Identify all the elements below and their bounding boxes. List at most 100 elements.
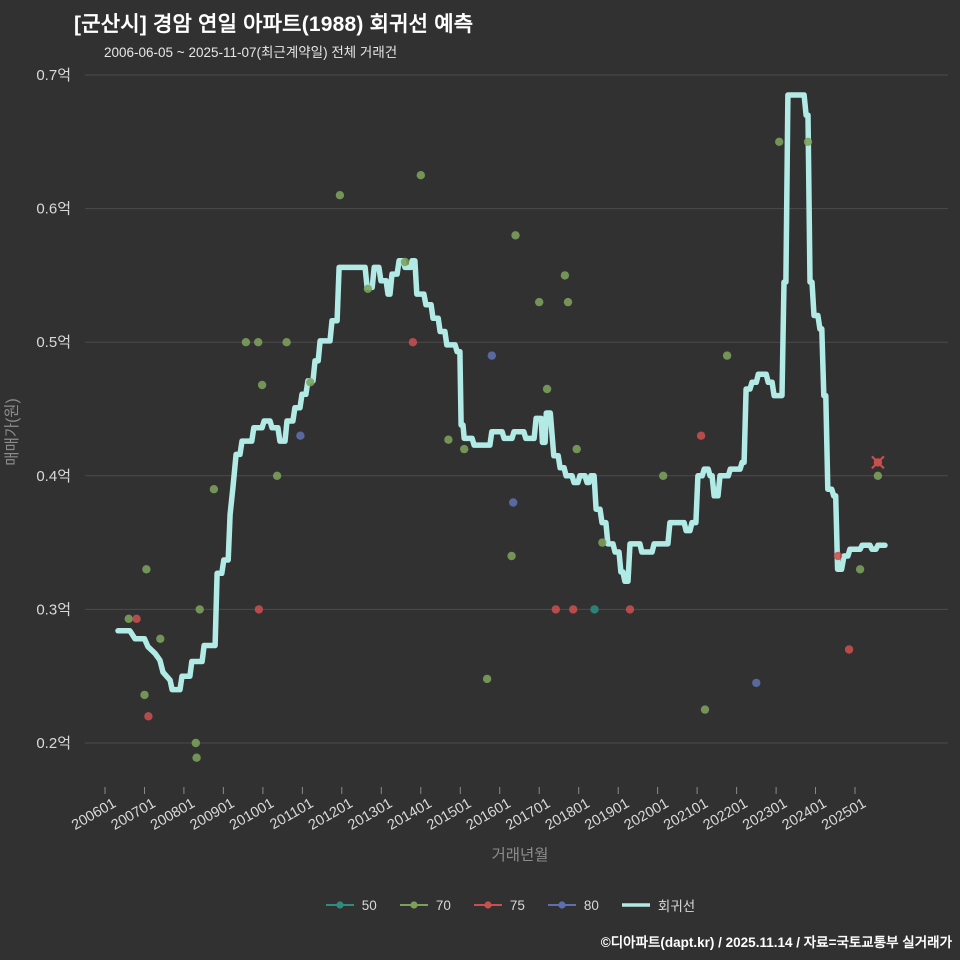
legend-label: 80: [583, 897, 599, 913]
scatter-point-70[interactable]: [282, 338, 291, 347]
x-tick-label: 200801: [148, 796, 198, 834]
x-tick-label: 201301: [345, 796, 395, 834]
scatter-point-70[interactable]: [306, 378, 315, 387]
scatter-point-75[interactable]: [844, 645, 854, 654]
x-tick-label: 202401: [780, 796, 830, 834]
scatter-point-70[interactable]: [142, 565, 151, 574]
chart-legend: 50 70 75 80 회귀선: [60, 895, 960, 915]
legend-item-50[interactable]: 50: [325, 898, 377, 913]
y-axis-title: 매매가(원): [3, 398, 21, 465]
scatter-point-70[interactable]: [775, 137, 784, 146]
chart-subtitle: 2006-06-05 ~ 2025-11-07(최근계약일) 전체 거래건: [104, 45, 398, 60]
x-tick-label: 202001: [622, 796, 672, 834]
scatter-point-70[interactable]: [209, 485, 219, 494]
scatter-point-80[interactable]: [296, 431, 305, 440]
x-tick-label: 201101: [267, 796, 316, 834]
scatter-point-70[interactable]: [140, 690, 149, 700]
scatter-point-70[interactable]: [873, 471, 883, 480]
legend-item-70[interactable]: 70: [399, 898, 451, 913]
attribution-footer: ©디아파트(dapt.kr) / 2025.11.14 / 자료=국토교통부 실…: [600, 935, 952, 950]
scatter-point-75[interactable]: [569, 605, 578, 614]
scatter-point-70[interactable]: [855, 565, 865, 574]
y-tick-label: 0.6억: [36, 201, 71, 218]
scatter-point-70[interactable]: [254, 338, 263, 347]
scatter-point-70[interactable]: [416, 171, 425, 180]
x-tick-label: 202101: [661, 796, 711, 834]
x-axis-title: 거래년월: [491, 846, 548, 864]
y-tick-label: 0.7억: [36, 67, 71, 84]
scatter-point-70[interactable]: [482, 674, 492, 684]
regression-line[interactable]: [115, 92, 888, 693]
x-tick-label: 201001: [227, 796, 277, 834]
y-tick-label: 0.3억: [36, 601, 71, 618]
scatter-point-75[interactable]: [144, 712, 153, 721]
scatter-point-70[interactable]: [400, 257, 410, 267]
x-tick-label: 200901: [187, 796, 237, 834]
scatter-point-70[interactable]: [535, 297, 544, 307]
legend-item-80[interactable]: 80: [547, 898, 599, 913]
scatter-point-50[interactable]: [590, 605, 599, 614]
scatter-point-70[interactable]: [191, 738, 200, 748]
scatter-point-70[interactable]: [156, 634, 165, 643]
legend-label: 회귀선: [657, 899, 696, 914]
x-tick-label: 201501: [424, 796, 474, 834]
scatter-point-70[interactable]: [598, 538, 607, 547]
scatter-point-70[interactable]: [572, 444, 581, 454]
scatter-point-70[interactable]: [803, 137, 813, 146]
legend-marker-icon: [473, 901, 502, 909]
legend-item-75[interactable]: 75: [473, 898, 525, 913]
scatter-point-75[interactable]: [132, 614, 141, 623]
scatter-point-70[interactable]: [507, 551, 516, 561]
scatter-point-70[interactable]: [192, 753, 201, 762]
legend-marker-icon: [621, 903, 650, 907]
x-tick-label: 201401: [385, 796, 435, 834]
scatter-point-70[interactable]: [241, 338, 251, 347]
y-tick-label: 0.2억: [36, 735, 71, 752]
scatter-point-75[interactable]: [254, 605, 264, 614]
scatter-point-80[interactable]: [487, 351, 496, 360]
y-tick-label: 0.4억: [36, 468, 71, 485]
scatter-point-75[interactable]: [696, 431, 706, 440]
scatter-point-70[interactable]: [700, 705, 710, 714]
scatter-point-70[interactable]: [272, 471, 282, 480]
highlight-x-marker-icon: [871, 455, 885, 470]
x-tick-label: 201601: [464, 796, 514, 834]
scatter-point-75[interactable]: [833, 551, 843, 561]
x-tick-label: 202301: [740, 796, 790, 834]
x-tick-label: 200701: [109, 796, 159, 834]
x-tick-label: 201901: [582, 796, 632, 834]
scatter-point-80[interactable]: [509, 498, 518, 507]
scatter-point-70[interactable]: [257, 380, 267, 390]
scatter-point-75[interactable]: [625, 605, 635, 614]
scatter-point-70[interactable]: [722, 351, 732, 360]
scatter-point-70[interactable]: [563, 297, 573, 307]
scatter-point-70[interactable]: [560, 271, 570, 280]
legend-label: 70: [435, 897, 451, 913]
scatter-point-70[interactable]: [444, 435, 453, 444]
scatter-point-70[interactable]: [542, 384, 552, 394]
scatter-point-70[interactable]: [195, 605, 204, 614]
scatter-point-75[interactable]: [551, 605, 560, 614]
x-tick-label: 202501: [819, 796, 869, 834]
x-tick-label: 201801: [543, 796, 593, 834]
chart-title: [군산시] 경암 연일 아파트(1988) 회귀선 예측: [74, 13, 474, 36]
scatter-point-70[interactable]: [335, 191, 345, 200]
scatter-point-70[interactable]: [511, 231, 520, 240]
legend-marker-icon: [547, 901, 576, 909]
x-tick-label: 202201: [701, 796, 751, 834]
legend-marker-icon: [399, 901, 428, 909]
y-tick-label: 0.5억: [36, 334, 71, 351]
scatter-point-80[interactable]: [752, 678, 761, 688]
x-tick-label: 200601: [69, 796, 119, 834]
legend-label: 75: [509, 897, 525, 913]
scatter-point-75[interactable]: [408, 338, 418, 347]
scatter-point-70[interactable]: [659, 471, 668, 480]
scatter-point-70[interactable]: [124, 614, 133, 623]
legend-marker-icon: [325, 901, 354, 909]
scatter-point-70[interactable]: [460, 444, 469, 454]
x-tick-label: 201701: [503, 796, 553, 834]
price-history-chart: 0.2억 0.3억 0.4억 0.5억 0.6억 0.7억 2006012007012008…: [3, 67, 948, 864]
scatter-point-70[interactable]: [363, 284, 373, 293]
legend-item-회귀선[interactable]: 회귀선: [621, 895, 695, 915]
